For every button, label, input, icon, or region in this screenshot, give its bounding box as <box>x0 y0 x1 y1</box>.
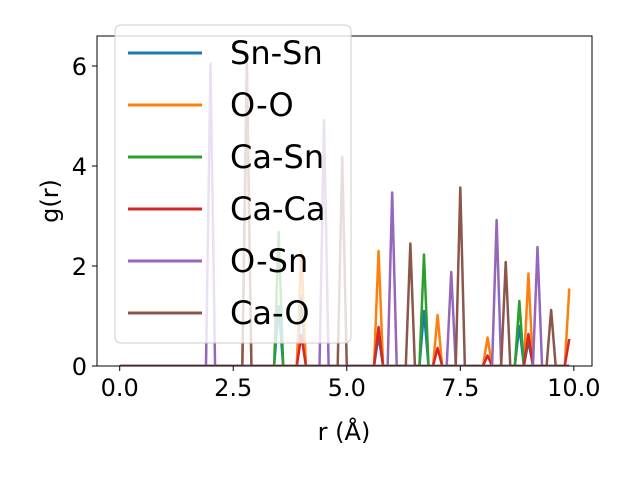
legend-label-ca-sn: Ca-Sn <box>230 138 324 176</box>
x-tick-label: 0.0 <box>101 374 139 402</box>
legend-label-o-sn: O-Sn <box>230 242 308 280</box>
y-tick-label: 2 <box>72 253 87 281</box>
x-axis-label: r (Å) <box>318 417 371 446</box>
legend-label-ca-ca: Ca-Ca <box>230 190 325 228</box>
legend-label-ca-o: Ca-O <box>230 294 310 332</box>
legend: Sn-Sn O-O Ca-Sn Ca-Ca O-Sn Ca-O <box>114 24 352 344</box>
series-line-o-sn <box>119 62 570 366</box>
legend-label-sn-sn: Sn-Sn <box>230 34 323 72</box>
y-tick-label: 0 <box>72 353 87 381</box>
y-tick-label: 6 <box>72 53 87 81</box>
y-axis-label: g(r) <box>36 179 64 223</box>
x-tick-label: 7.5 <box>441 374 479 402</box>
legend-label-o-o: O-O <box>230 86 294 124</box>
y-tick-label: 4 <box>72 153 87 181</box>
x-tick-label: 10.0 <box>547 374 600 402</box>
y-axis-ticks: 0 2 4 6 <box>72 53 97 381</box>
x-axis-ticks: 0.0 2.5 5.0 7.5 10.0 <box>101 366 601 402</box>
x-tick-label: 2.5 <box>214 374 252 402</box>
x-tick-label: 5.0 <box>328 374 366 402</box>
